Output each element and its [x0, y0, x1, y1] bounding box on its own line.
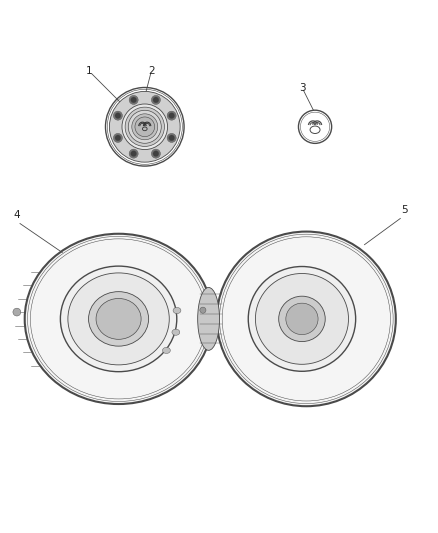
Ellipse shape — [286, 303, 318, 335]
Circle shape — [113, 111, 123, 120]
Circle shape — [200, 307, 206, 313]
Circle shape — [115, 112, 121, 119]
Ellipse shape — [68, 273, 169, 365]
Circle shape — [131, 151, 137, 157]
FancyBboxPatch shape — [342, 270, 371, 300]
Ellipse shape — [173, 308, 181, 313]
Circle shape — [153, 97, 159, 103]
Ellipse shape — [25, 234, 212, 404]
Ellipse shape — [198, 287, 219, 350]
FancyBboxPatch shape — [42, 263, 76, 297]
Circle shape — [122, 104, 168, 150]
Text: 2: 2 — [148, 66, 155, 76]
Ellipse shape — [96, 298, 141, 340]
Circle shape — [153, 151, 159, 157]
Circle shape — [152, 149, 160, 158]
Circle shape — [125, 107, 164, 147]
Circle shape — [129, 149, 138, 158]
Circle shape — [169, 135, 175, 141]
Circle shape — [13, 308, 21, 316]
Text: 1: 1 — [86, 66, 92, 76]
FancyBboxPatch shape — [276, 367, 297, 393]
Circle shape — [135, 117, 155, 136]
Circle shape — [167, 111, 176, 120]
Ellipse shape — [162, 348, 170, 353]
Circle shape — [110, 92, 180, 162]
Circle shape — [115, 135, 121, 141]
Ellipse shape — [172, 329, 180, 335]
Text: 5: 5 — [402, 205, 408, 215]
Circle shape — [131, 97, 137, 103]
Circle shape — [169, 112, 175, 119]
Circle shape — [128, 110, 161, 143]
FancyBboxPatch shape — [232, 270, 263, 301]
Ellipse shape — [88, 292, 148, 346]
Circle shape — [129, 95, 138, 104]
Ellipse shape — [255, 273, 349, 364]
Ellipse shape — [60, 266, 177, 372]
FancyBboxPatch shape — [95, 370, 119, 399]
Circle shape — [167, 133, 176, 142]
Text: 4: 4 — [14, 210, 21, 220]
Ellipse shape — [217, 231, 396, 406]
Circle shape — [152, 95, 160, 104]
Circle shape — [113, 133, 123, 142]
Ellipse shape — [248, 266, 356, 372]
Circle shape — [132, 114, 158, 140]
FancyBboxPatch shape — [156, 257, 184, 287]
Ellipse shape — [279, 296, 325, 342]
Text: 3: 3 — [299, 83, 306, 93]
